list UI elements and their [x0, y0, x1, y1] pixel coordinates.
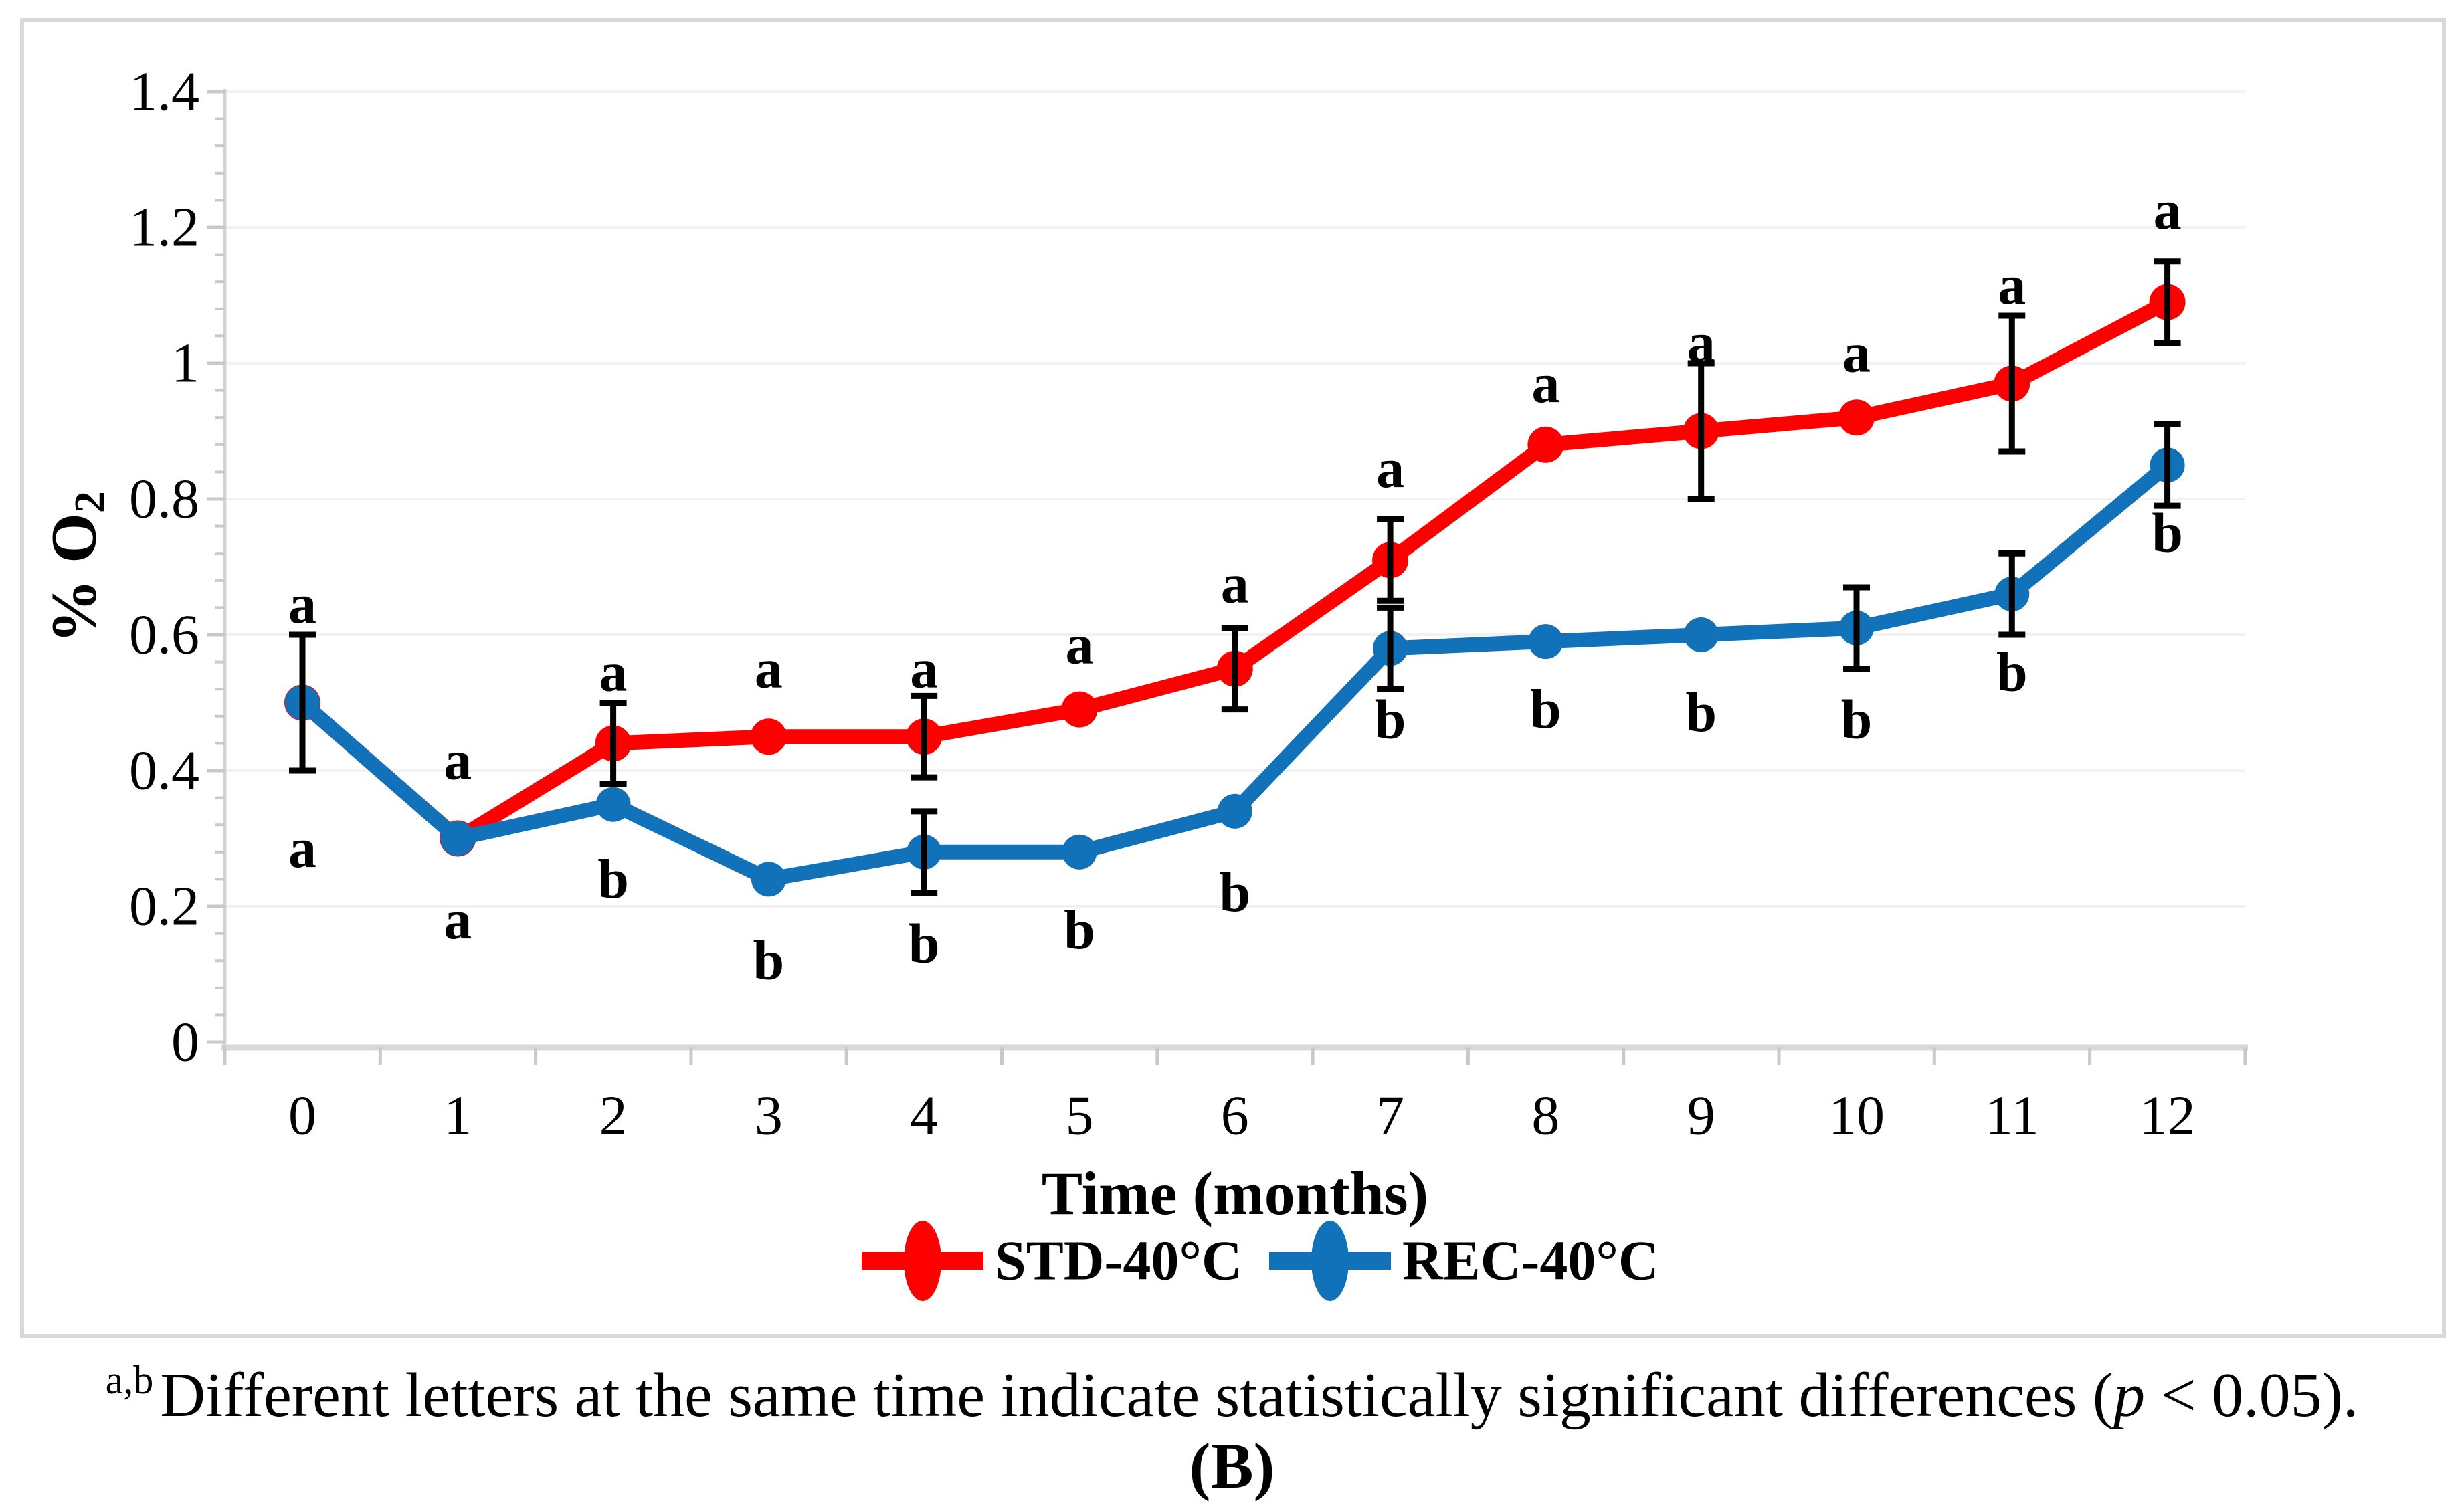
panel-label: (B) — [1189, 1430, 1275, 1502]
sig-letter-above: a — [755, 637, 783, 700]
sig-letter-below: b — [1685, 682, 1717, 744]
x-tick-label: 3 — [755, 1085, 783, 1147]
sig-letter-below: b — [1375, 688, 1406, 750]
legend-label: REC-40°C — [1402, 1230, 1659, 1292]
sig-letter-above: a — [1687, 312, 1715, 374]
sig-letter-below: b — [1219, 862, 1250, 924]
y-tick-label: 0.2 — [129, 876, 199, 938]
x-tick-label: 2 — [599, 1085, 628, 1147]
data-point — [1528, 624, 1563, 660]
sig-letter-below: b — [597, 848, 629, 910]
y-tick-label: 1.4 — [129, 61, 199, 123]
legend-marker — [904, 1221, 941, 1301]
sig-letter-above: a — [444, 729, 472, 791]
error-bars — [289, 258, 2181, 896]
sig-letter-below: b — [1064, 899, 1095, 961]
sig-letter-above: a — [2154, 179, 2182, 241]
data-point — [1838, 399, 1875, 436]
y-tick-label: 1 — [171, 332, 199, 395]
data-point — [750, 718, 787, 755]
caption-text-end: < 0.05). — [2145, 1361, 2359, 1430]
sig-letter-above: a — [599, 641, 628, 703]
data-point — [1683, 617, 1719, 652]
x-tick-label: 5 — [1066, 1085, 1094, 1147]
axis-ticks — [207, 90, 2247, 1065]
sig-letter-above: a — [910, 637, 938, 700]
sig-letter-below: b — [1996, 641, 2028, 703]
legend-label: STD-40°C — [995, 1230, 1242, 1292]
sig-letter-below: a — [444, 889, 472, 951]
sig-letter-above: a — [288, 573, 316, 635]
figure-caption: a,b Different letters at the same time in… — [0, 1358, 2464, 1431]
caption-superscript: a,b — [105, 1358, 154, 1402]
x-axis-title: Time (months) — [1042, 1159, 1428, 1227]
x-tick-label: 7 — [1376, 1085, 1404, 1147]
y-axis-title-subscript: 2 — [66, 491, 114, 513]
y-tick-label: 1.2 — [129, 197, 199, 259]
x-tick-label: 11 — [1985, 1085, 2039, 1147]
y-tick-label: 0 — [171, 1011, 199, 1074]
data-point — [1062, 834, 1097, 870]
legend-item-REC-40°C: REC-40°C — [1269, 1221, 1659, 1301]
sig-letter-below: b — [1841, 688, 1873, 750]
y-tick-label: 0.4 — [129, 740, 199, 802]
series-markers-STD-40°C — [284, 284, 2186, 857]
sig-letter-above: a — [1531, 353, 1559, 415]
data-point — [1527, 426, 1564, 463]
caption-p-symbol: p — [2113, 1361, 2146, 1430]
x-tick-label: 4 — [910, 1085, 938, 1147]
x-tick-label: 6 — [1221, 1085, 1249, 1147]
x-tick-labels: 0 1 2 3 4 5 6 7 8 9 10 11 12 — [288, 1085, 2196, 1147]
significance-letters: a a a a a a a a a a a a a a a b b b b b b b b b b b — [288, 179, 2183, 992]
legend: STD-40°C REC-40°C — [862, 1221, 1659, 1301]
x-tick-label: 0 — [288, 1085, 316, 1147]
sig-letter-above: a — [1998, 254, 2026, 316]
sig-letter-below: b — [753, 930, 785, 992]
data-point — [1217, 793, 1252, 829]
x-tick-label: 1 — [444, 1085, 472, 1147]
sig-letter-below: a — [288, 817, 316, 880]
x-tick-label: 8 — [1531, 1085, 1559, 1147]
sig-letter-below: b — [909, 912, 940, 975]
y-axis-title: % O2 — [38, 491, 114, 643]
legend-item-STD-40°C: STD-40°C — [862, 1221, 1242, 1301]
sig-letter-above: a — [1066, 614, 1094, 676]
sig-letter-above: a — [1376, 437, 1404, 500]
y-tick-labels: 0 0.2 0.4 0.6 0.8 1 1.2 1.4 — [129, 61, 199, 1074]
data-point — [595, 787, 631, 822]
x-tick-label: 12 — [2140, 1085, 2196, 1147]
data-point — [440, 821, 476, 856]
legend-marker — [1311, 1221, 1349, 1301]
sig-letter-above: a — [1842, 322, 1871, 384]
sig-letter-below: b — [2152, 502, 2183, 564]
x-tick-label: 10 — [1828, 1085, 1885, 1147]
y-tick-label: 0.6 — [129, 604, 199, 666]
data-point — [751, 862, 786, 897]
data-point — [1061, 691, 1098, 728]
sig-letter-above: a — [1221, 553, 1249, 615]
y-tick-label: 0.8 — [129, 468, 199, 530]
sig-letter-below: b — [1530, 678, 1561, 740]
x-tick-label: 9 — [1687, 1085, 1715, 1147]
caption-text: Different letters at the same time indic… — [160, 1361, 2114, 1430]
